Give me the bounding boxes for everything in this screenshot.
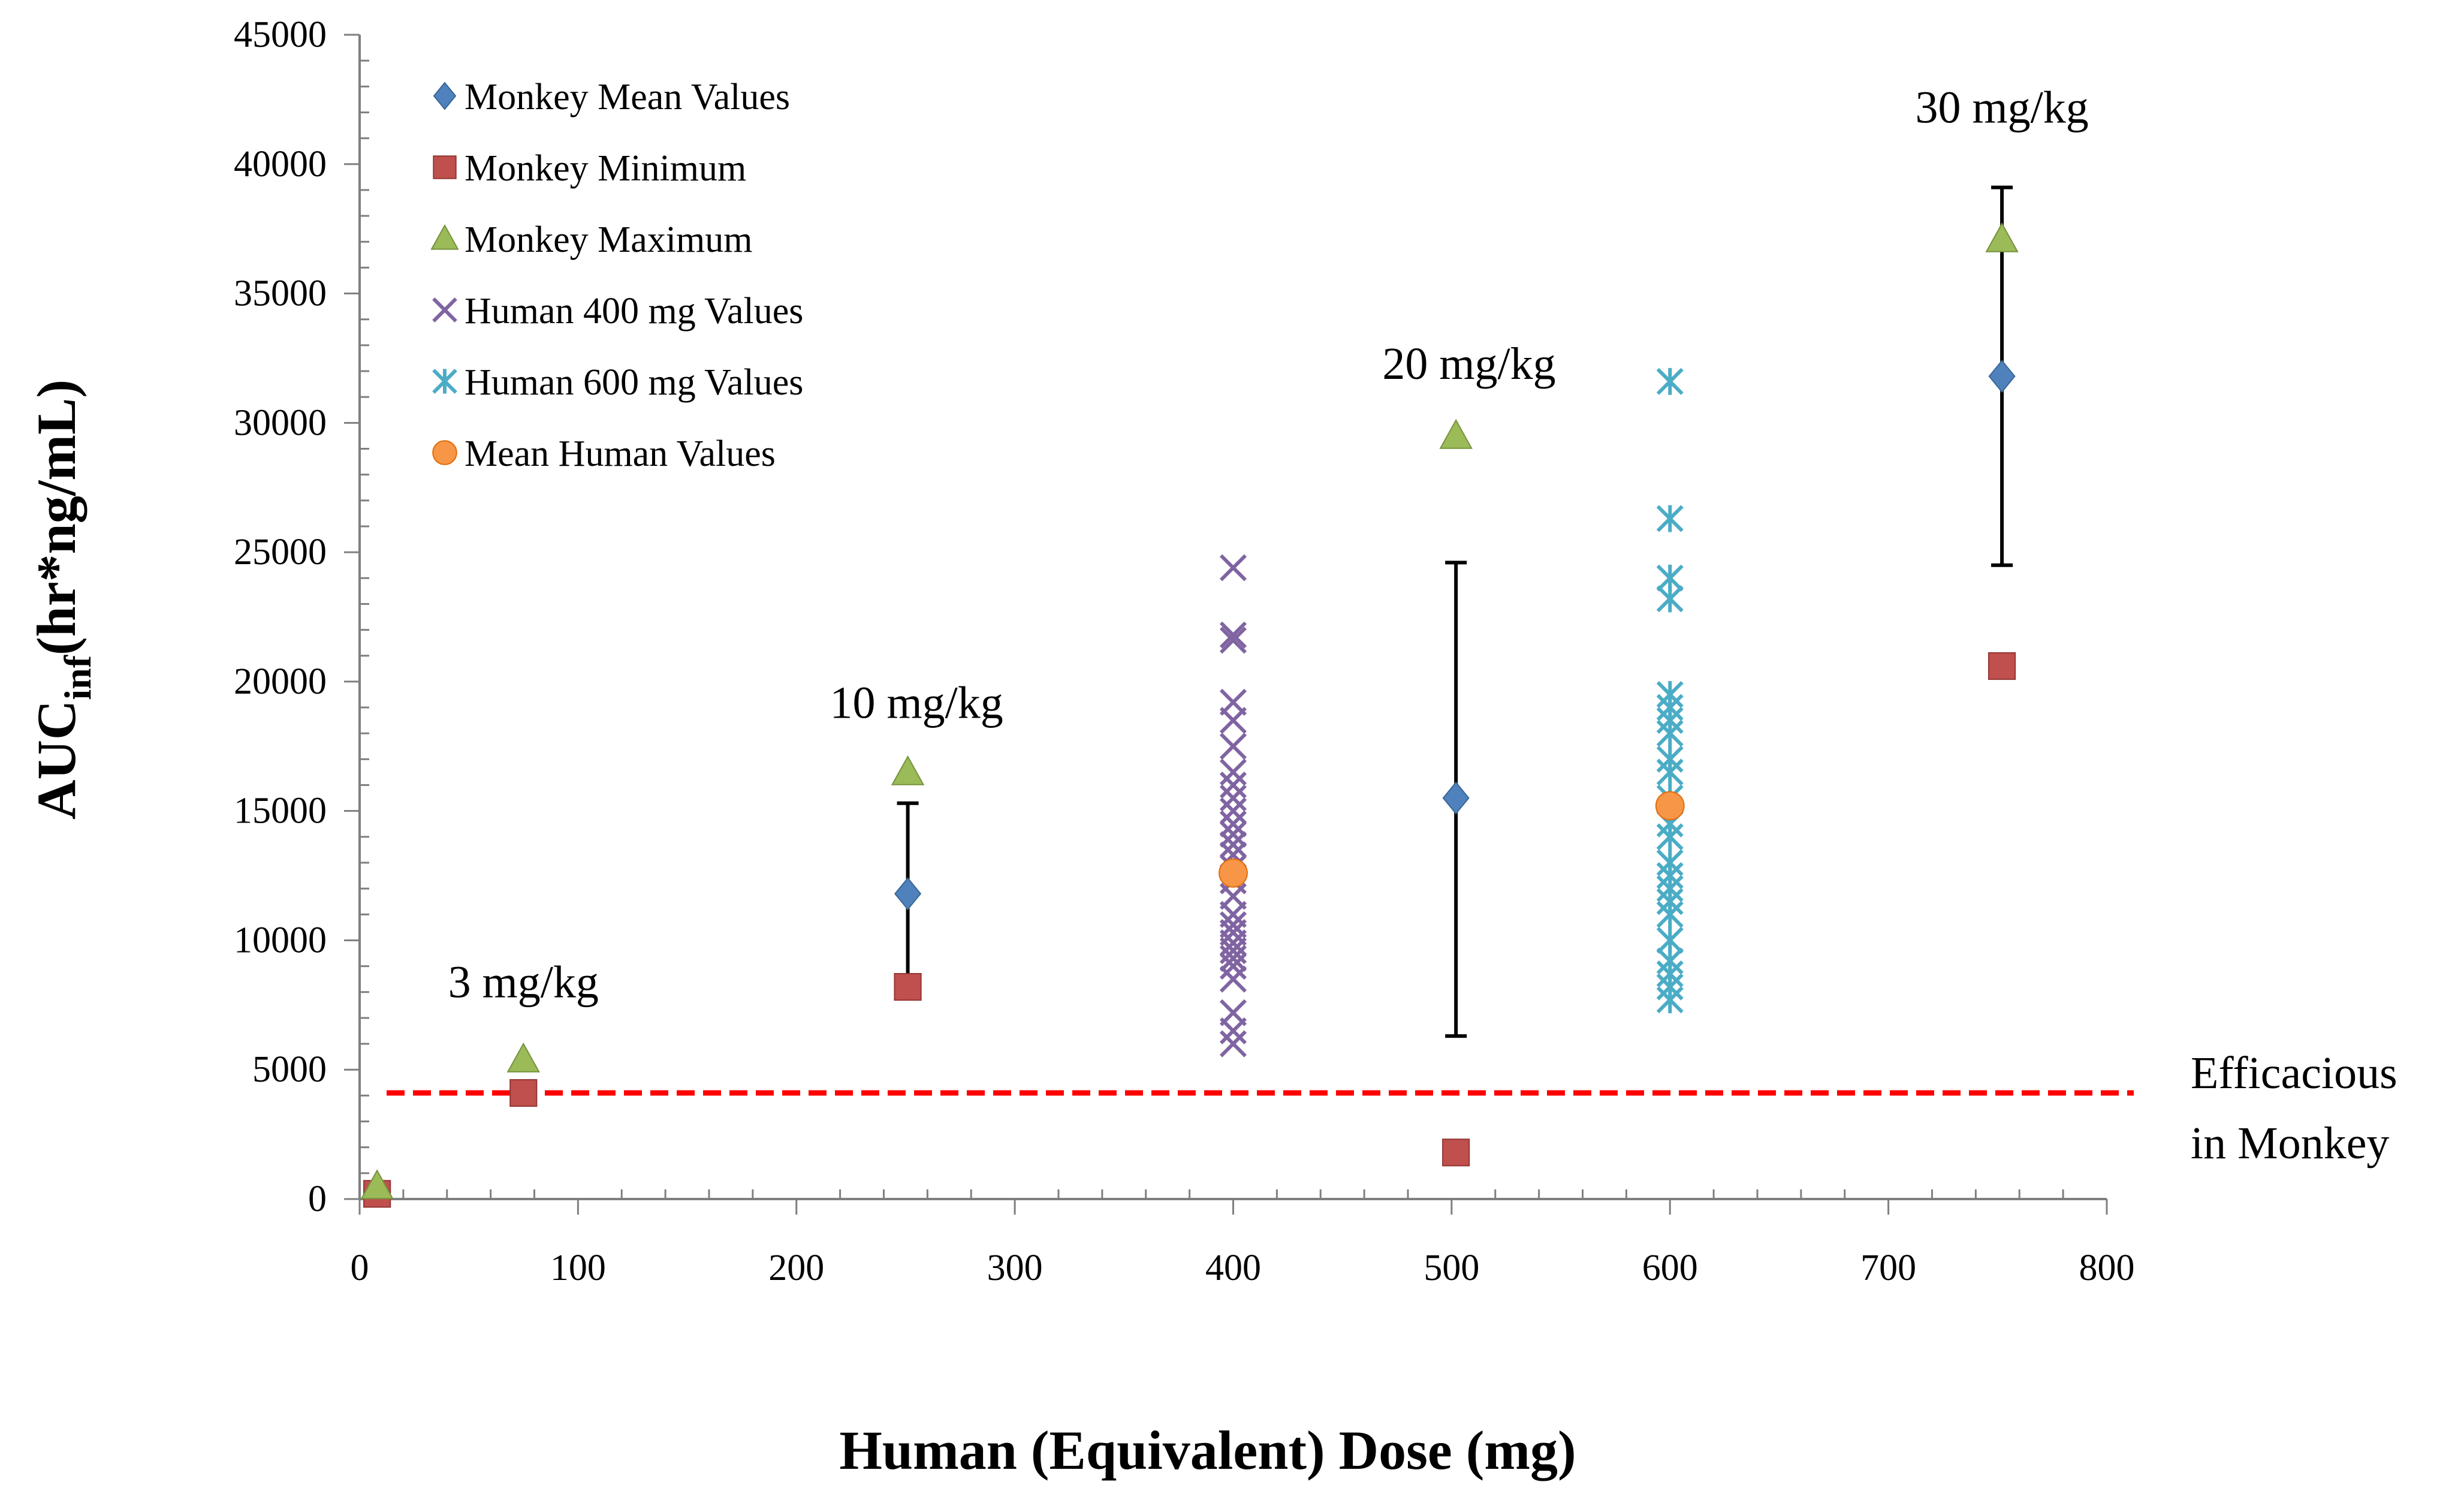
x-tick-label: 600 [1642,1248,1698,1288]
point-monkey-maximum [1439,418,1473,449]
axes: 0500010000150002000025000300003500040000… [234,14,2135,1288]
point-human-400-mg-values [1219,797,1247,825]
point-human-400-mg-values [1219,999,1247,1026]
y-tick-label: 25000 [234,532,327,573]
x-tick-label: 200 [768,1248,824,1288]
point-monkey-minimum [1988,652,2016,680]
y-tick-label: 45000 [234,14,327,55]
x-tick-label: 800 [2079,1248,2135,1288]
dose-annotation: 3 mg/kg [448,957,599,1007]
y-tick-label: 40000 [234,144,327,185]
y-tick-label: 35000 [234,273,327,314]
point-human-400-mg-values [1219,554,1247,582]
point-monkey-mean-values [894,877,922,911]
legend-label-human-400-mg-values: Human 400 mg Values [465,291,803,332]
x-axis-title: Human (Equivalent) Dose (mg) [839,1420,1576,1481]
x-tick-label: 100 [550,1248,606,1288]
legend-marker-monkey-mean-values [433,82,457,110]
point-mean-human-values [1655,791,1685,821]
reference-line-group: Efficacious in Monkey [387,1048,2397,1168]
point-monkey-minimum [1442,1138,1470,1167]
y-tick-label: 5000 [252,1049,327,1090]
point-monkey-minimum [894,973,922,1001]
legend-marker-human-600-mg-values [432,369,457,394]
x-tick-label: 500 [1423,1248,1479,1288]
y-tick-label: 10000 [234,920,327,960]
point-human-400-mg-values [1219,1030,1247,1058]
dose-annotation: 20 mg/kg [1382,339,1555,389]
point-human-400-mg-values [1219,831,1247,859]
y-axis-title-subscript: inf [56,655,99,700]
x-tick-label: 300 [987,1248,1043,1288]
point-human-400-mg-values [1219,758,1247,786]
y-tick-label: 30000 [234,402,327,443]
legend-label-monkey-maximum: Monkey Maximum [465,219,752,260]
point-human-400-mg-values [1219,688,1247,716]
x-tick-label: 700 [1860,1248,1916,1288]
y-axis-title-units: (hr*ng/mL) [26,379,87,655]
efficacy-label-line1: Efficacious [2191,1048,2397,1098]
point-human-600-mg-values [1656,368,1684,395]
point-human-400-mg-values [1219,733,1247,760]
point-human-600-mg-values [1656,926,1684,954]
legend-marker-mean-human-values [432,440,457,465]
point-monkey-maximum [360,1169,394,1200]
data-markers [360,222,2019,1208]
point-human-600-mg-values [1656,505,1684,532]
legend-marker-human-400-mg-values [432,297,457,323]
point-human-400-mg-values [1219,810,1247,838]
legend: Monkey Mean Values Monkey Minimum Monkey M… [430,77,803,474]
y-axis-title: AUCinf(hr*ng/mL) [26,379,99,820]
point-human-600-mg-values [1656,849,1684,876]
point-human-400-mg-values [1219,820,1247,848]
legend-label-human-600-mg-values: Human 600 mg Values [465,362,803,403]
point-human-400-mg-values [1219,771,1247,799]
point-human-600-mg-values [1656,680,1684,708]
point-monkey-maximum [1985,222,2019,252]
x-tick-label: 0 [351,1248,369,1288]
y-tick-label: 15000 [234,791,327,832]
point-human-400-mg-values [1219,626,1247,654]
point-human-600-mg-values [1656,564,1684,592]
point-human-600-mg-values [1656,745,1684,773]
y-axis-title-main: AUC [26,700,87,820]
dose-annotation: 10 mg/kg [830,677,1003,728]
efficacy-label-line2: in Monkey [2191,1118,2389,1168]
y-tick-label: 20000 [234,661,327,702]
error-bars [897,185,2013,1038]
legend-label-mean-human-values: Mean Human Values [465,433,776,474]
dose-annotation: 30 mg/kg [1915,83,2088,133]
legend-marker-monkey-maximum [430,224,459,250]
y-tick-label: 0 [308,1179,327,1219]
x-tick-label: 400 [1205,1248,1261,1288]
legend-label-monkey-minimum: Monkey Minimum [465,148,746,189]
point-human-400-mg-values [1219,621,1247,649]
legend-label-monkey-mean-values: Monkey Mean Values [465,77,790,118]
point-monkey-mean-values [1442,781,1470,815]
point-monkey-mean-values [1988,360,2016,393]
point-human-400-mg-values [1219,911,1247,939]
annotations: 3 mg/kg 10 mg/kg 20 mg/kg 30 mg/kg [448,83,2089,1008]
point-monkey-maximum [891,755,925,785]
legend-marker-monkey-minimum [433,155,457,179]
point-monkey-minimum [509,1079,538,1107]
point-human-400-mg-values [1219,784,1247,812]
point-human-400-mg-values [1219,965,1247,993]
point-mean-human-values [1219,858,1248,888]
point-monkey-maximum [506,1042,540,1073]
